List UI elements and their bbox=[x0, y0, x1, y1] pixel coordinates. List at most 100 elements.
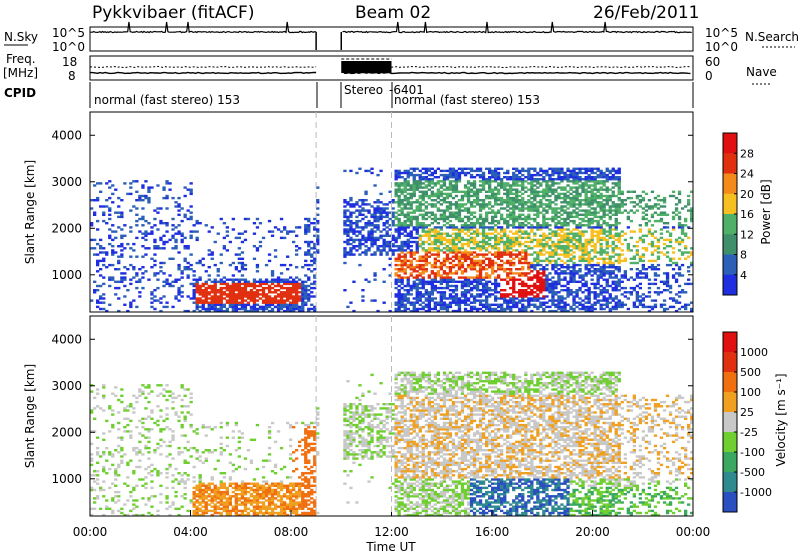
power-cell bbox=[135, 199, 139, 202]
power-cell bbox=[207, 307, 211, 311]
power-cell bbox=[295, 307, 299, 311]
power-cell bbox=[593, 209, 597, 212]
power-cell bbox=[587, 240, 591, 244]
power-cell bbox=[213, 278, 217, 281]
power-cell bbox=[355, 238, 359, 242]
power-cell bbox=[391, 213, 395, 216]
power-cell bbox=[560, 270, 564, 273]
power-cell bbox=[581, 291, 585, 294]
power-cell bbox=[671, 257, 676, 260]
power-cell bbox=[524, 232, 528, 235]
power-cell bbox=[548, 190, 552, 193]
power-cell bbox=[602, 213, 606, 216]
power-cell bbox=[590, 263, 594, 267]
power-cell bbox=[231, 301, 235, 304]
power-cell bbox=[503, 251, 507, 254]
power-cell bbox=[451, 184, 456, 187]
power-cell bbox=[665, 263, 670, 267]
power-cell bbox=[382, 240, 386, 244]
power-cell bbox=[114, 286, 118, 290]
power-cell bbox=[460, 247, 465, 250]
power-cell bbox=[590, 211, 594, 214]
power-cell bbox=[481, 242, 486, 246]
power-cell bbox=[488, 194, 492, 198]
power-cell bbox=[430, 253, 434, 256]
power-cell bbox=[439, 217, 443, 221]
power-cell bbox=[355, 245, 359, 248]
power-cell bbox=[488, 226, 492, 229]
power-cell bbox=[617, 301, 621, 304]
power-cell bbox=[469, 289, 474, 292]
power-cell bbox=[545, 289, 549, 292]
power-cell bbox=[469, 222, 474, 225]
power-cell bbox=[584, 280, 588, 283]
power-cell bbox=[512, 224, 516, 227]
power-cell bbox=[506, 251, 510, 254]
power-cell bbox=[644, 305, 649, 309]
power-cell bbox=[608, 255, 612, 258]
power-cell bbox=[298, 291, 302, 294]
power-cell bbox=[521, 274, 525, 277]
power-cell bbox=[424, 224, 428, 227]
power-cell bbox=[460, 295, 465, 298]
power-cell bbox=[638, 299, 642, 302]
power-cell bbox=[518, 215, 522, 219]
power-cell bbox=[108, 276, 112, 279]
power-cell bbox=[397, 276, 401, 279]
power-cell bbox=[189, 297, 193, 300]
power-cell bbox=[530, 184, 534, 187]
power-cell bbox=[451, 196, 456, 200]
power-cell bbox=[120, 280, 124, 283]
power-cell bbox=[400, 171, 404, 175]
power-cell bbox=[189, 211, 193, 214]
power-cell bbox=[668, 284, 673, 288]
power-cell bbox=[596, 215, 600, 219]
power-cell bbox=[554, 182, 558, 185]
power-cell bbox=[500, 201, 504, 204]
power-cell bbox=[602, 295, 606, 298]
power-cell bbox=[141, 266, 145, 269]
power-cell bbox=[566, 247, 570, 250]
power-cell bbox=[409, 173, 413, 177]
power-cell bbox=[156, 184, 160, 187]
power-cell bbox=[509, 251, 513, 254]
power-cell bbox=[433, 171, 437, 175]
power-cell bbox=[674, 301, 679, 304]
power-cell bbox=[481, 217, 486, 221]
power-cell bbox=[545, 199, 549, 202]
power-cell bbox=[491, 228, 495, 231]
power-cell bbox=[409, 207, 413, 210]
power-cell bbox=[485, 272, 489, 275]
power-cell bbox=[460, 266, 465, 269]
power-cell bbox=[436, 238, 440, 242]
power-cell bbox=[457, 261, 462, 265]
power-cell bbox=[258, 280, 263, 283]
power-cell bbox=[117, 259, 121, 263]
power-cell bbox=[572, 266, 576, 269]
power-cell bbox=[569, 280, 573, 283]
power-cell bbox=[442, 272, 447, 275]
power-cell bbox=[491, 245, 495, 248]
power-cell bbox=[560, 171, 564, 175]
power-cell bbox=[578, 270, 582, 273]
power-cell bbox=[358, 199, 362, 202]
power-cell bbox=[614, 282, 618, 286]
power-cell bbox=[608, 194, 612, 198]
power-cell bbox=[346, 253, 350, 256]
power-cell bbox=[177, 293, 181, 296]
power-cell bbox=[177, 203, 181, 206]
power-cell bbox=[289, 309, 293, 313]
power-cell bbox=[539, 224, 543, 227]
power-cell bbox=[572, 251, 576, 254]
power-cell bbox=[608, 205, 612, 208]
power-cell bbox=[605, 247, 609, 250]
power-cell bbox=[545, 282, 549, 286]
power-cell bbox=[352, 240, 356, 244]
power-cell bbox=[198, 305, 202, 309]
power-cell bbox=[551, 253, 555, 256]
power-cell bbox=[177, 299, 181, 302]
power-cell bbox=[635, 253, 639, 256]
power-cell bbox=[243, 291, 248, 294]
power-cell bbox=[289, 291, 293, 294]
power-cell bbox=[445, 309, 450, 313]
